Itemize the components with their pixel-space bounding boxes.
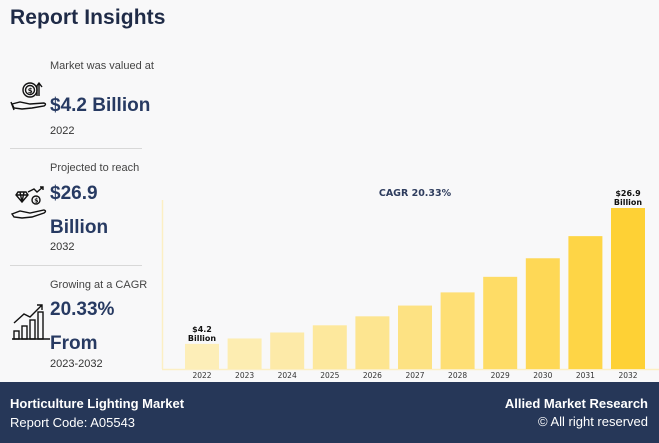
data-label-2032: Billion [614,198,643,207]
insight-year: 2022 [50,125,75,137]
chart-title: CAGR 20.33% [379,188,452,199]
svg-text:$: $ [28,87,33,95]
x-tick-label: 2024 [278,371,297,380]
insight-cagr: Growing at a CAGR 20.33% From 2023-2032 [10,277,147,377]
insight-projected-value: $ Projected to reach $26.9 Billion 2032 [10,160,145,260]
x-tick-label: 2027 [405,371,424,380]
bar-2030 [525,258,560,369]
bar-2032 [611,208,645,369]
bar-2022 [185,343,219,369]
x-tick-label: 2029 [491,371,510,380]
divider [10,265,142,266]
data-label-2032: $26.9 [615,189,641,198]
insight-year: 2032 [50,241,75,253]
data-label-2022: $4.2 [192,325,212,334]
copyright: © All right reserved [537,414,648,429]
svg-text:$: $ [34,198,38,205]
x-tick-label: 2030 [533,371,552,380]
insight-label: Growing at a CAGR [50,279,148,291]
bar-2025 [312,325,347,369]
hand-diamond-coin-icon: $ [10,186,50,226]
bar-2029 [483,276,518,369]
x-tick-label: 2025 [320,371,339,380]
insight-label: Market was valued at [50,60,154,72]
insight-market-value: $ Market was valued at $4.2 Billion 2022 [10,58,154,148]
report-code: Report Code: A05543 [10,415,136,430]
x-tick-label: 2032 [618,371,637,380]
insight-value: $4.2 Billion [50,95,151,116]
brand-name: Allied Market Research [504,396,648,411]
x-tick-label: 2026 [363,371,382,380]
bar-2028 [440,292,475,369]
footer: Horticulture Lighting Market Report Code… [0,382,659,443]
bar-2026 [355,316,390,369]
bar-2024 [270,332,305,369]
insight-year: 2023-2032 [50,358,103,370]
market-name: Horticulture Lighting Market [10,396,185,411]
x-tick-label: 2028 [448,371,467,380]
insight-value: 20.33% From [50,299,115,354]
data-label-2022: Billion [188,334,217,343]
page-title: Report Insights [10,6,166,29]
bar-2031 [568,236,603,369]
x-tick-label: 2023 [235,371,254,380]
insight-label: Projected to reach [50,162,140,174]
x-tick-label: 2031 [576,371,595,380]
hand-coin-growth-icon: $ [10,78,50,118]
bar-2027 [398,305,432,369]
insight-value: $26.9 Billion [50,183,109,238]
divider [10,148,142,149]
bar-2023 [227,338,262,369]
bar-growth-chart-icon [10,301,50,341]
x-tick-label: 2022 [192,371,211,380]
market-size-bar-chart: CAGR 20.33% 2022 2023 2024 2025 2026 2027 2028… [161,188,659,380]
